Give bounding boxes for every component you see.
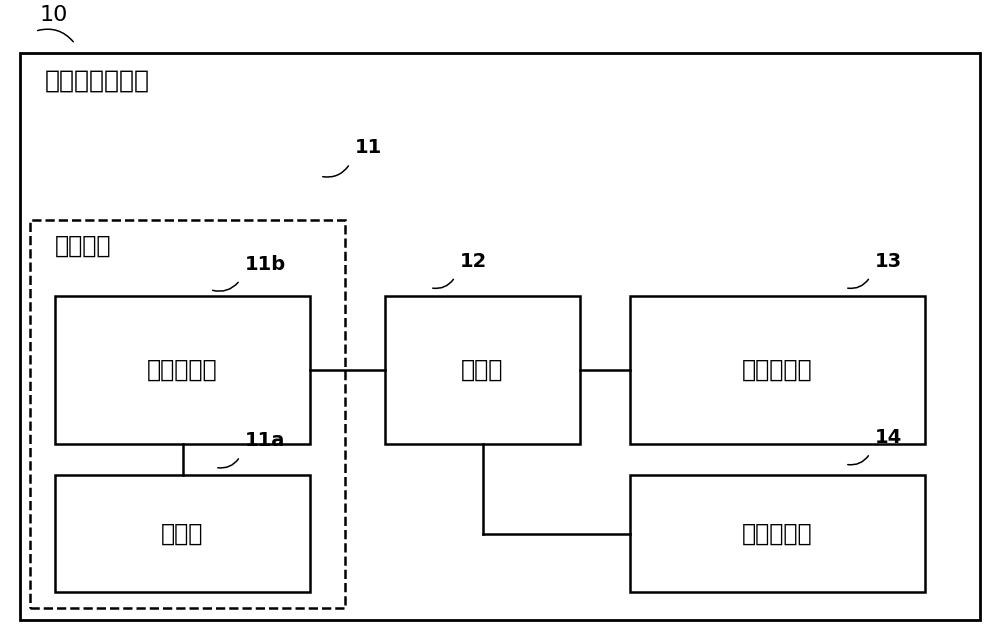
Text: 11: 11 — [355, 138, 382, 158]
Text: 第二照射部: 第二照射部 — [742, 522, 813, 546]
Bar — [30, 220, 345, 608]
Text: 11b: 11b — [245, 255, 286, 274]
Bar — [55, 475, 310, 592]
Text: 电力变换部: 电力变换部 — [147, 358, 218, 382]
Text: 新鲜度保持装置: 新鲜度保持装置 — [45, 69, 150, 93]
Text: 端子部: 端子部 — [161, 522, 204, 546]
Text: 控制器: 控制器 — [461, 358, 504, 382]
Text: 12: 12 — [460, 252, 487, 271]
Text: 第一照射部: 第一照射部 — [742, 358, 813, 382]
Text: 电力插头: 电力插头 — [55, 234, 112, 258]
Text: 14: 14 — [875, 428, 902, 447]
Text: 13: 13 — [875, 252, 902, 271]
Bar — [385, 296, 580, 444]
Bar — [55, 296, 310, 444]
Bar — [630, 475, 925, 592]
Bar — [630, 296, 925, 444]
Text: 10: 10 — [40, 5, 68, 25]
Text: 11a: 11a — [245, 431, 285, 450]
